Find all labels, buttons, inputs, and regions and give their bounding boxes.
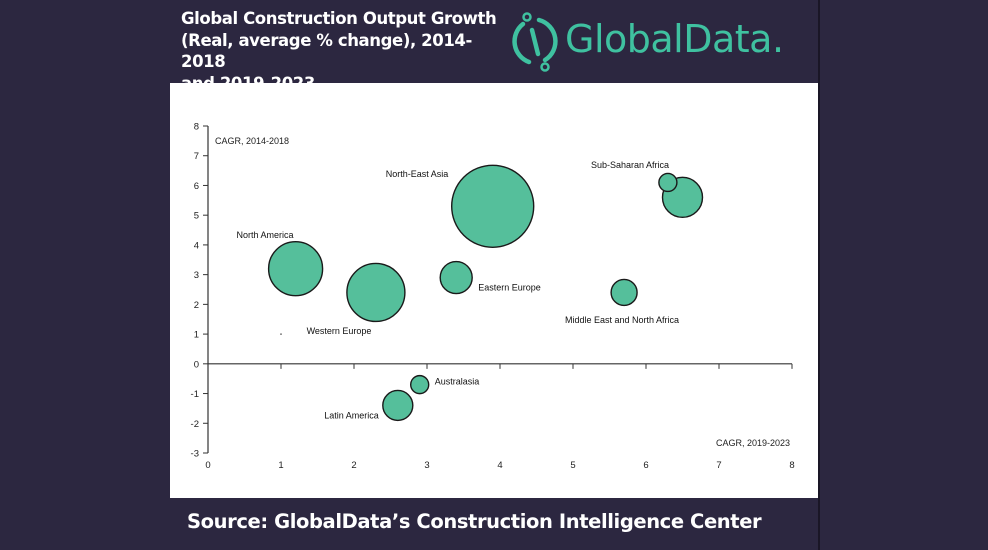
- bubble: [439, 260, 473, 295]
- divider: [818, 0, 820, 550]
- chart-title: Global Construction Output Growth (Real,…: [181, 8, 511, 94]
- bubble-labels: North America Western Europe Eastern Europ…: [236, 160, 679, 420]
- title-line-1: Global Construction Output Growth: [181, 9, 497, 28]
- globaldata-logo-icon: [512, 12, 558, 72]
- footer: Source: GlobalData’s Construction Intell…: [170, 498, 818, 550]
- bubble: [267, 240, 324, 297]
- bubble-label: Australasia: [435, 377, 480, 387]
- y-tick-label: 8: [194, 122, 199, 133]
- y-tick-label: 1: [194, 330, 199, 341]
- bubble-label: North America: [236, 230, 293, 240]
- source-note: Source: GlobalData’s Construction Intell…: [187, 510, 762, 533]
- logo-text: GlobalData.: [565, 17, 784, 61]
- y-tick-label: 7: [194, 151, 199, 162]
- bubble: [610, 278, 638, 307]
- x-tick-label: 3: [424, 460, 429, 471]
- x-tick-label: 7: [716, 460, 721, 471]
- globaldata-logo: GlobalData.: [505, 10, 815, 72]
- x-tick-label: 1: [278, 460, 283, 471]
- y-axis-label: CAGR, 2014-2018: [215, 136, 289, 146]
- bubble-label: Sub-Saharan Africa: [591, 160, 669, 170]
- bubble-label: Latin America: [324, 410, 379, 420]
- bubble-label: Eastern Europe: [478, 283, 541, 293]
- bubble-chart: 8 7 6 5 4 3 2 1 0 -1 -2 -3 0 1 2 3 4 5 6 7 8 North America We…: [191, 122, 795, 472]
- y-tick-label: 2: [194, 300, 199, 311]
- y-tick-label: 0: [194, 359, 199, 370]
- y-tick-label: -1: [191, 389, 199, 400]
- y-tick-label: 6: [194, 181, 199, 192]
- bubble-label: Western Europe: [307, 326, 372, 336]
- bubble-label: Middle East and North Africa: [565, 315, 679, 325]
- x-tick-label: 8: [789, 460, 794, 471]
- bubble: [658, 172, 678, 193]
- header: Global Construction Output Growth (Real,…: [170, 0, 818, 93]
- bubble: [451, 164, 535, 248]
- x-tick-label: 0: [205, 460, 210, 471]
- x-tick-label: 6: [643, 460, 648, 471]
- x-tick-label: 5: [570, 460, 575, 471]
- y-tick-label: 3: [194, 270, 199, 281]
- x-tick-label: 4: [497, 460, 502, 471]
- y-tick-label: 4: [194, 240, 199, 251]
- stray-dot: [280, 333, 282, 335]
- chart-panel: 8 7 6 5 4 3 2 1 0 -1 -2 -3 0 1 2 3 4 5 6 7 8 North America We…: [170, 83, 818, 498]
- x-tick-label: 2: [351, 460, 356, 471]
- y-tick-label: 5: [194, 211, 199, 222]
- bubbles: [267, 164, 704, 422]
- y-tick-label: -3: [191, 449, 199, 460]
- title-line-2: (Real, average % change), 2014-2018: [181, 30, 472, 72]
- bubble-label: North-East Asia: [386, 169, 449, 179]
- bubble: [346, 262, 406, 323]
- bubble: [382, 389, 414, 422]
- axes: 8 7 6 5 4 3 2 1 0 -1 -2 -3 0 1 2 3 4 5 6 7 8: [191, 122, 795, 472]
- y-tick-label: -2: [191, 419, 199, 430]
- x-axis-label: CAGR, 2019-2023: [716, 438, 790, 448]
- bubble: [409, 374, 430, 395]
